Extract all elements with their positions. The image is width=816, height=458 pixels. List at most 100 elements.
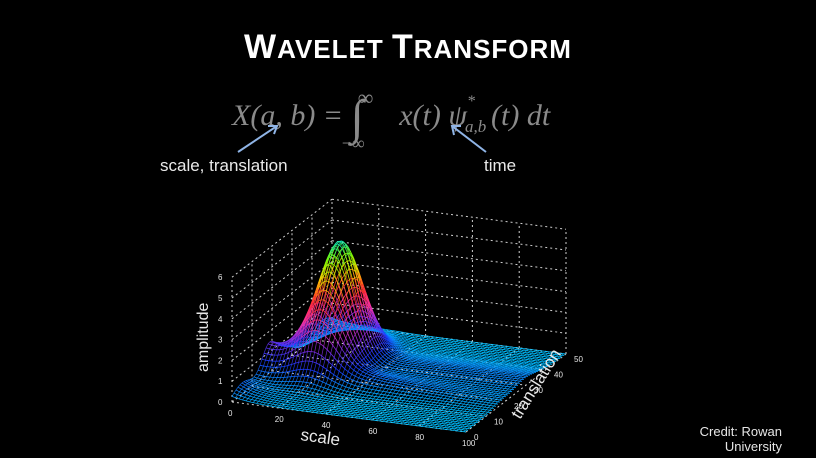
mesh-segment: [341, 329, 345, 336]
mesh-segment: [353, 388, 357, 391]
mesh-segment: [315, 352, 319, 355]
mesh-segment: [336, 295, 340, 301]
mesh-segment: [318, 372, 322, 375]
mesh-segment: [364, 360, 368, 364]
mesh-segment: [338, 362, 342, 366]
mesh-segment: [337, 331, 341, 337]
mesh-segment: [327, 306, 331, 314]
mesh-segment: [359, 345, 363, 352]
mesh-segment: [316, 362, 319, 365]
mesh-segment: [320, 365, 324, 368]
mesh-segment: [377, 363, 381, 366]
mesh-segment: [363, 365, 366, 368]
mesh-segment: [329, 311, 333, 317]
mesh-segment: [353, 317, 357, 320]
mesh-segment: [369, 361, 372, 365]
grid-line: [331, 281, 567, 313]
slide-title: WAVELET TRANSFORM: [0, 28, 816, 67]
mesh-segment: [382, 363, 385, 366]
mesh-segment: [326, 328, 330, 333]
mesh-segment: [322, 391, 325, 393]
mesh-segment: [379, 361, 383, 364]
mesh-segment: [355, 375, 358, 378]
mesh-segment: [350, 341, 354, 347]
mesh-segment: [237, 386, 241, 389]
mesh-segment: [390, 356, 393, 359]
mesh-segment: [353, 379, 356, 382]
mesh-segment: [326, 383, 329, 385]
title-rest-transform: RANSFORM: [413, 34, 572, 64]
grid-line: [231, 219, 333, 299]
mesh-segment: [338, 370, 342, 374]
mesh-segment: [342, 350, 346, 355]
grid-line: [331, 261, 567, 293]
mesh-segment: [364, 375, 367, 378]
mesh-segment: [371, 360, 374, 364]
mesh-segment: [327, 303, 331, 307]
integral-lower: −∞: [341, 133, 365, 153]
mesh-segment: [343, 293, 347, 298]
mesh-segment: [244, 387, 248, 390]
arrow-left: [237, 125, 278, 153]
grid-line: [331, 219, 567, 251]
mesh-segment: [322, 356, 326, 360]
mesh-segment: [361, 366, 364, 370]
mesh-segment: [336, 376, 340, 379]
mesh-segment: [354, 334, 358, 341]
psi-scripts: * a,b: [465, 93, 491, 136]
mesh-segment: [362, 378, 365, 381]
mesh-segment: [242, 389, 246, 392]
mesh-segment: [339, 384, 343, 386]
mesh-segment: [321, 373, 324, 376]
mesh-segment: [310, 382, 313, 385]
mesh-segment: [336, 368, 340, 372]
mesh-segment: [367, 334, 371, 342]
mesh-segment: [312, 377, 315, 379]
arrow-left-head: [268, 125, 279, 135]
mesh-segment: [380, 350, 384, 354]
mesh-segment: [240, 395, 244, 398]
mesh-segment: [365, 337, 369, 344]
mesh-segment: [357, 381, 361, 384]
grid-line: [231, 240, 333, 320]
formula-psi: ψ: [448, 99, 467, 132]
mesh-segment: [331, 390, 334, 392]
mesh-segment: [383, 335, 387, 340]
mesh-segment: [370, 354, 374, 359]
mesh-segment: [358, 364, 362, 368]
mesh-segment: [373, 337, 377, 343]
mesh-segment: [359, 352, 363, 358]
mesh-segment: [384, 361, 387, 364]
psi-super: *: [467, 93, 475, 110]
mesh-segment: [345, 301, 349, 305]
mesh-segment: [328, 389, 332, 391]
arrow-right-head: [450, 125, 461, 136]
mesh-segment: [248, 383, 252, 386]
mesh-segment: [381, 359, 385, 362]
mesh-segment: [327, 369, 331, 373]
mesh-segment: [339, 336, 343, 342]
mesh-segment: [307, 382, 311, 384]
psi-sub: a,b: [465, 117, 487, 136]
mesh-segment: [378, 352, 382, 356]
mesh-segment: [319, 343, 323, 346]
mesh-segment: [329, 371, 333, 375]
mesh-segment: [335, 349, 339, 354]
mesh-segment: [361, 374, 365, 377]
mesh-segment: [376, 348, 380, 353]
mesh-segment: [344, 380, 347, 383]
mesh-segment: [337, 328, 341, 331]
mesh-segment: [333, 357, 337, 361]
mesh-segment: [323, 382, 327, 384]
wavelet-formula: X(a, b) = ∫ ∞ −∞ x(t) ψ * a,b (t) dt: [232, 82, 550, 153]
mesh-segment: [326, 349, 330, 353]
mesh-segment: [373, 366, 377, 369]
mesh-segment: [331, 354, 335, 358]
mesh-segment: [313, 361, 317, 364]
mesh-segment: [312, 388, 316, 390]
mesh-segment: [351, 363, 355, 366]
mesh-segment: [344, 260, 348, 264]
mesh-segment: [343, 282, 347, 287]
mesh-segment: [368, 356, 372, 361]
